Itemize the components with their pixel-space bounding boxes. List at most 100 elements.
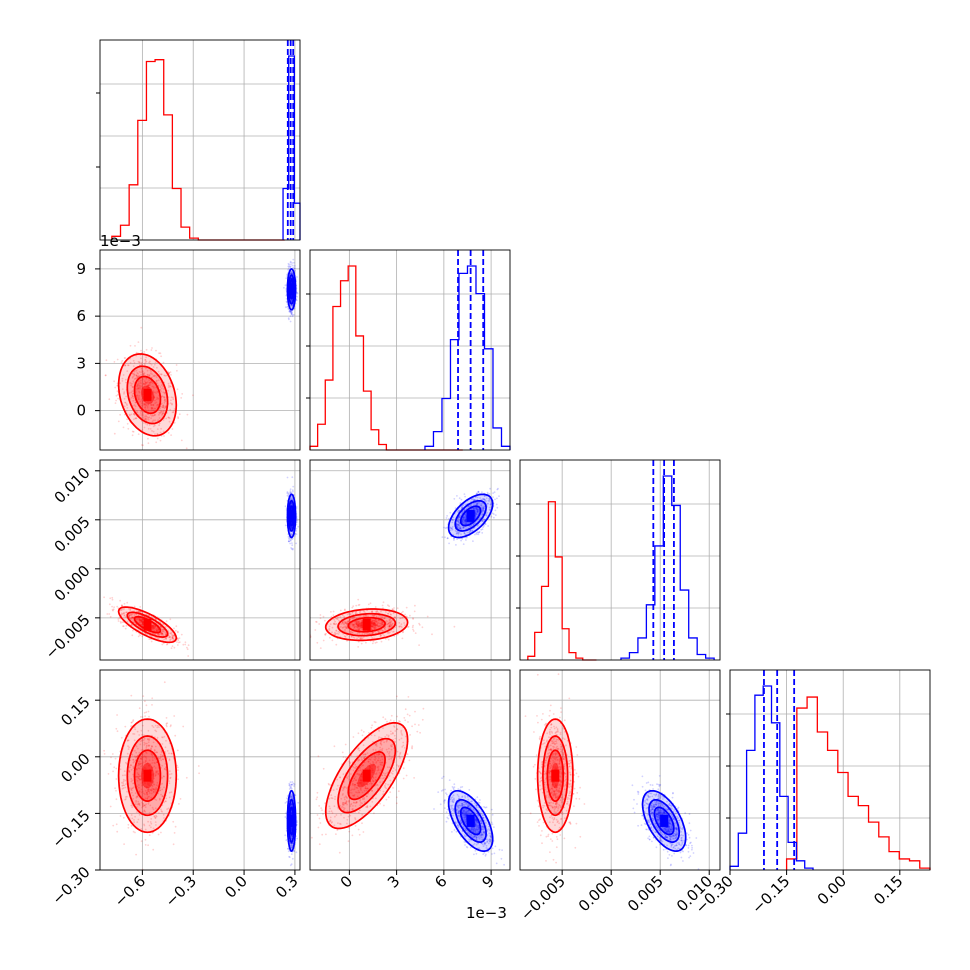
scatter-point-red <box>126 611 128 614</box>
scatter-point-red <box>159 389 162 391</box>
scatter-point-red <box>156 633 159 635</box>
scatter-point-blue <box>285 277 288 280</box>
scatter-point-red <box>156 366 158 369</box>
scatter-point-red <box>147 409 150 412</box>
scatter-point-red <box>135 377 138 380</box>
scatter-point-red <box>379 624 381 627</box>
scatter-point-red <box>145 356 148 359</box>
scatter-point-red <box>121 604 123 607</box>
scatter-point-red <box>136 387 139 389</box>
scatter-point-blue <box>492 496 494 498</box>
scatter-point-red <box>157 397 160 400</box>
scatter-point-blue <box>289 311 292 313</box>
scatter-point-red <box>151 407 154 410</box>
scatter-point-red <box>388 624 390 627</box>
scatter-point-red <box>162 630 164 632</box>
scatter-point-red <box>165 633 167 636</box>
scatter-point-red <box>160 387 163 390</box>
scatter-point-red <box>169 385 172 388</box>
scatter-point-red <box>140 623 143 626</box>
scatter-point-red <box>355 611 357 613</box>
histogram-background <box>310 250 510 450</box>
scatter-point-red <box>170 632 172 635</box>
scatter-point-red <box>133 373 135 376</box>
scatter-point-red <box>148 384 150 386</box>
scatter-point-red <box>176 749 179 752</box>
scatter-point-red <box>158 411 161 414</box>
scatter-point-red <box>114 757 117 760</box>
scatter-point-red <box>140 371 143 374</box>
scatter-point-blue <box>290 277 293 280</box>
scatter-point-blue <box>295 527 298 530</box>
scatter-point-red <box>336 618 339 620</box>
scatter-point-red <box>125 615 127 618</box>
scatter-point-red <box>330 615 333 618</box>
scatter-point-red <box>133 413 135 415</box>
scatter-point-red <box>144 381 147 384</box>
scatter-point-blue <box>286 301 288 304</box>
scatter-point-red <box>147 384 150 387</box>
scatter-point-blue <box>291 548 294 551</box>
scatter-point-red <box>125 624 128 627</box>
density-peak-red <box>143 388 152 401</box>
scatter-point-red <box>376 620 378 623</box>
scatter-point-red <box>133 362 136 364</box>
scatter-point-blue <box>293 265 296 267</box>
scatter-point-red <box>123 405 126 408</box>
scatter-point-red <box>134 414 136 416</box>
scatter-point-red <box>139 611 142 614</box>
scatter-point-red <box>162 385 164 388</box>
scatter-point-red <box>376 609 379 612</box>
scatter-point-red <box>147 403 150 406</box>
scatter-point-red <box>151 414 154 416</box>
scatter-point-blue <box>477 491 480 493</box>
scatter-point-red <box>149 360 151 363</box>
scatter-point-red <box>133 408 136 410</box>
scatter-point-red <box>371 618 373 620</box>
scatter-point-red <box>145 711 148 714</box>
scatter-point-red <box>453 625 456 628</box>
scatter-point-red <box>130 624 133 626</box>
scatter-point-red <box>138 371 141 373</box>
scatter-point-red <box>96 353 98 355</box>
scatter-point-red <box>148 381 151 384</box>
scatter-point-red <box>117 420 120 423</box>
scatter-point-red <box>369 602 372 605</box>
scatter-point-red <box>132 629 134 632</box>
scatter-point-red <box>142 444 144 447</box>
scatter-point-red <box>154 626 156 629</box>
scatter-point-blue <box>289 490 292 492</box>
scatter-point-red <box>144 715 147 717</box>
scatter-point-red <box>184 643 187 646</box>
scatter-point-red <box>120 736 123 739</box>
scatter-point-red <box>390 629 393 632</box>
scatter-point-blue <box>291 538 293 541</box>
histogram-panel-p1 <box>309 249 511 451</box>
scatter-point-red <box>146 416 149 418</box>
scatter-point-red <box>143 382 145 385</box>
scatter-point-red <box>373 627 376 630</box>
scatter-point-red <box>180 397 183 399</box>
scatter-point-red <box>349 630 352 633</box>
scatter-point-red <box>322 615 325 618</box>
scatter-point-red <box>150 371 153 373</box>
scatter-point-red <box>141 371 144 373</box>
scatter-point-red <box>388 626 391 628</box>
scatter-point-red <box>331 639 334 642</box>
scatter-point-red <box>155 628 157 630</box>
scatter-point-blue <box>291 272 293 274</box>
scatter-point-red <box>132 430 135 433</box>
scatter-point-red <box>133 413 136 416</box>
scatter-point-blue <box>296 276 298 278</box>
scatter-point-blue <box>291 489 294 492</box>
scatter-point-red <box>355 623 357 625</box>
scatter-point-red <box>176 638 179 640</box>
scatter-point-red <box>163 374 166 377</box>
scatter-point-red <box>129 344 132 347</box>
scatter-point-red <box>156 391 159 394</box>
scatter-point-red <box>140 619 143 621</box>
scatter-point-blue <box>460 498 463 501</box>
scatter-point-red <box>132 375 134 378</box>
scatter-point-red <box>325 632 327 635</box>
